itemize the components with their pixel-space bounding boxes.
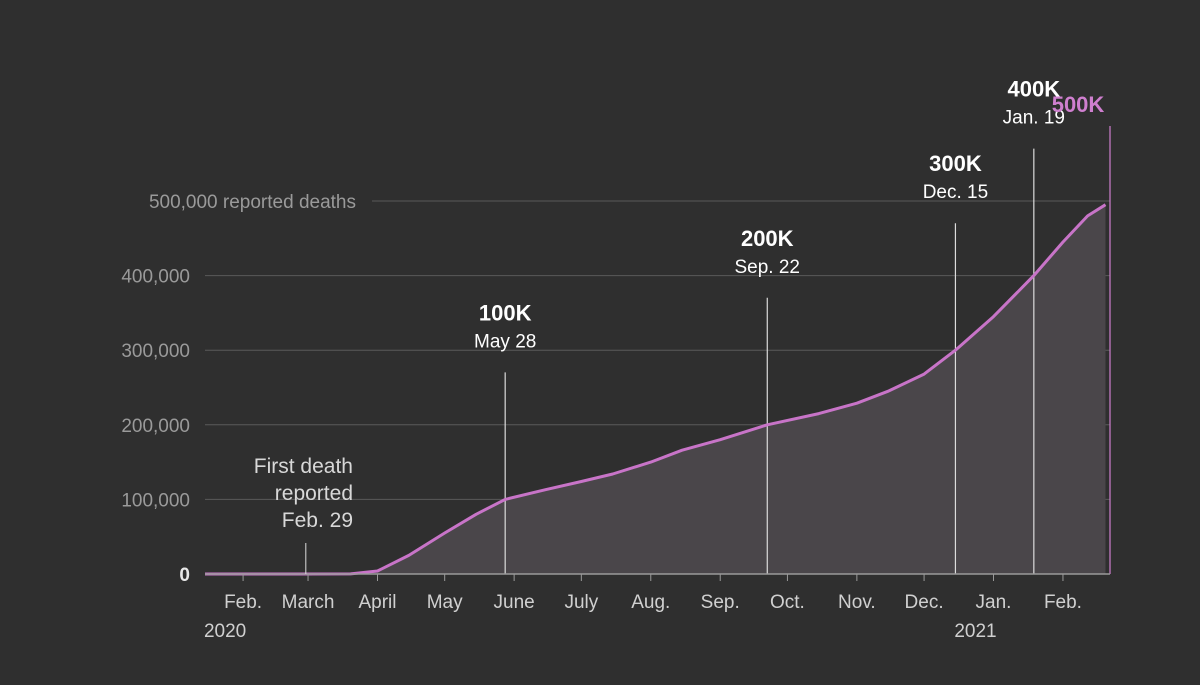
milestone-value: 100K: [479, 300, 532, 325]
y-tick-label: 200,000: [121, 416, 190, 437]
x-tick-label: Aug.: [631, 592, 670, 613]
cumulative-deaths-area: [205, 204, 1106, 574]
milestone-date: Dec. 15: [923, 182, 988, 203]
x-tick-labels: Feb. 2020 March April May June July Aug. Sep. Oct…: [204, 574, 1082, 642]
x-tick-label: Feb.: [224, 592, 262, 613]
x-tick-label: Sep.: [701, 592, 740, 613]
y-tick-label: 0: [179, 565, 190, 586]
x-tick-label: May: [427, 592, 463, 613]
x-tick-label: Dec.: [905, 592, 944, 613]
y-tick-label: 500,000 reported deaths: [149, 192, 356, 213]
x-tick-label: July: [564, 592, 598, 613]
x-tick-label: Feb.: [1044, 592, 1082, 613]
milestone-value: 500K: [1052, 92, 1105, 117]
milestone-date: Jan. 19: [1003, 108, 1065, 129]
milestone-date: May 28: [474, 331, 536, 352]
cumulative-deaths-line: [205, 203, 1107, 576]
milestone-labels: 100K May 28 200K Sep. 22 300K Dec. 15 400K Jan.…: [474, 77, 1104, 353]
x-tick-label: June: [494, 592, 535, 613]
x-tick-label: Jan.: [976, 592, 1012, 613]
y-tick-label: 400,000: [121, 267, 190, 288]
x-tick-label: Oct.: [770, 592, 805, 613]
y-tick-label: 300,000: [121, 341, 190, 362]
milestone-value: 200K: [741, 226, 794, 251]
x-tick-label: April: [358, 592, 396, 613]
milestone-date: Sep. 22: [735, 257, 801, 278]
milestone-lines: [504, 126, 1111, 574]
x-tick-label: March: [282, 592, 335, 613]
milestone-value: 300K: [929, 151, 982, 176]
annotation-text: Feb. 29: [282, 509, 353, 532]
y-tick-label: 100,000: [121, 490, 190, 511]
milestone-value: 400K: [1008, 77, 1061, 102]
x-tick-year: 2021: [954, 621, 996, 642]
annotation-text: reported: [275, 482, 353, 505]
x-tick-year: 2020: [204, 621, 246, 642]
y-tick-labels: 0 100,000 200,000 300,000 400,000 500,000 rep…: [121, 192, 356, 586]
annotation-text: First death: [254, 455, 353, 478]
annotations: First death reported Feb. 29: [254, 455, 353, 574]
x-tick-label: Nov.: [838, 592, 876, 613]
